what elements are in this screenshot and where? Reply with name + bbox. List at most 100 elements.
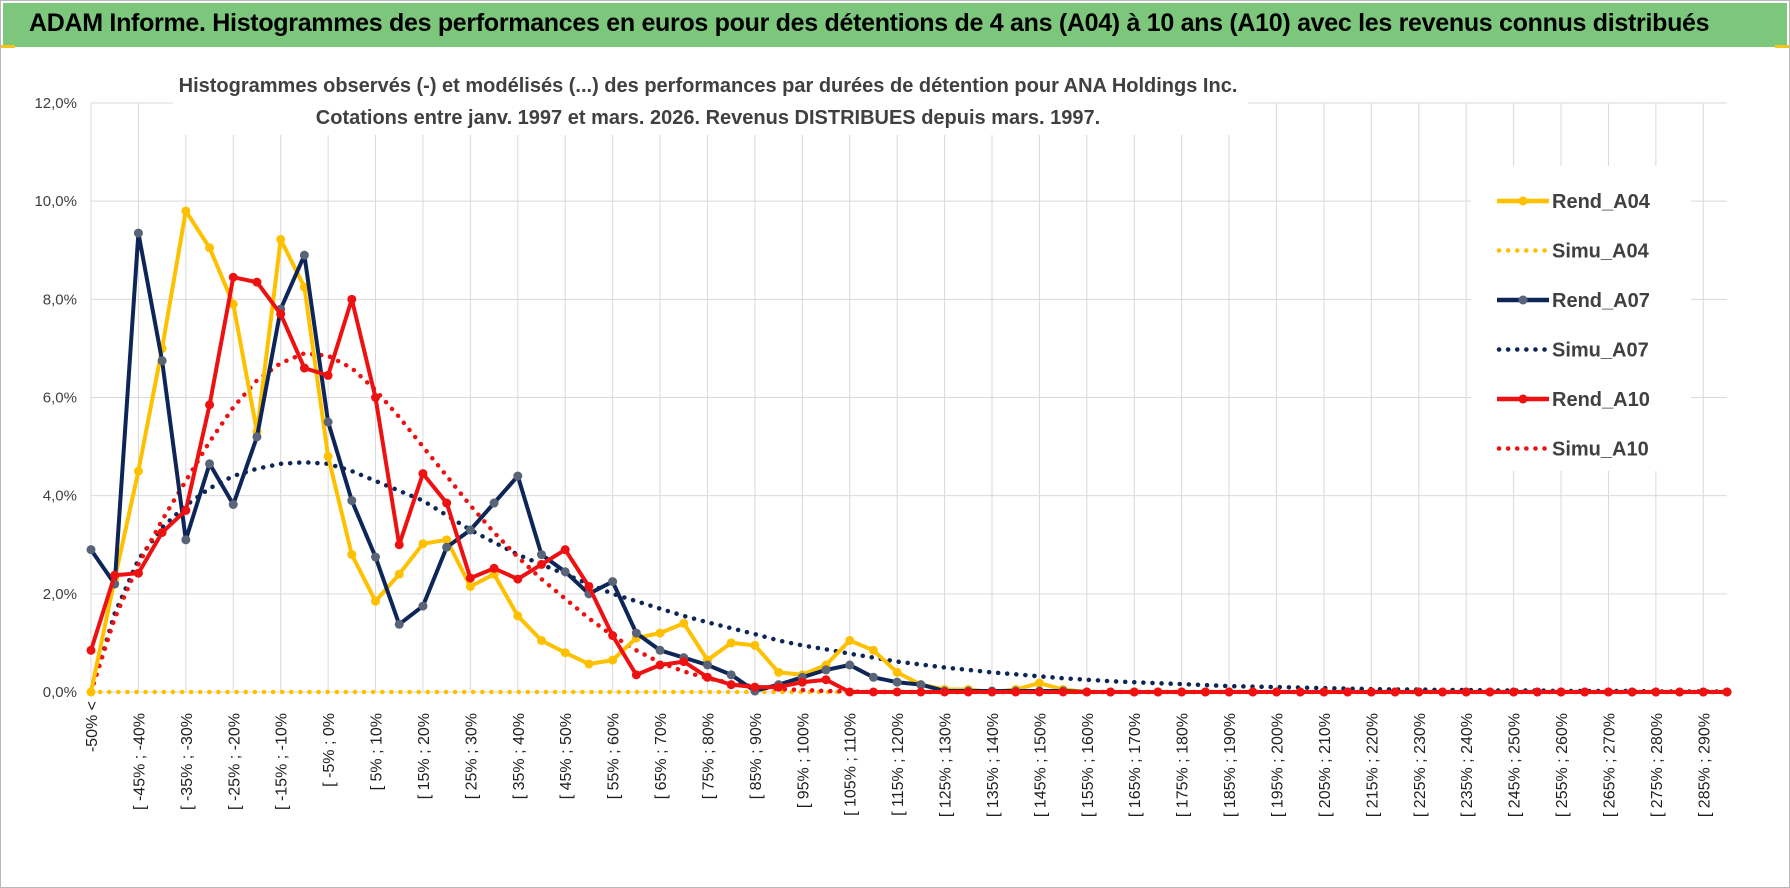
- data-point-rend-a04: [86, 687, 96, 697]
- data-point-rend-a10: [1437, 687, 1447, 697]
- x-tick-label: [ 245% ; 250%: [1507, 713, 1524, 817]
- legend-label: Rend_A10: [1552, 389, 1650, 411]
- x-tick-label: [ 215% ; 220%: [1364, 713, 1381, 817]
- data-point-rend-a10: [1343, 687, 1353, 697]
- legend-label: Simu_A04: [1552, 241, 1650, 263]
- data-point-rend-a04: [133, 466, 143, 476]
- data-point-rend-a10: [987, 687, 997, 697]
- data-point-rend-a10: [1153, 687, 1163, 697]
- data-point-rend-a10: [133, 568, 143, 578]
- data-point-rend-a10: [1390, 687, 1400, 697]
- data-point-rend-a04: [418, 539, 428, 549]
- data-point-rend-a10: [655, 660, 665, 670]
- x-tick-label: [ 95% ; 100%: [795, 713, 812, 808]
- x-tick-label: [ 285% ; 290%: [1696, 713, 1713, 817]
- data-point-rend-a10: [868, 687, 878, 697]
- x-tick-label: [ -15% ; -10%: [274, 713, 291, 810]
- y-tick-label: 8,0%: [43, 291, 77, 308]
- x-tick-label: [ 15% ; 20%: [416, 713, 433, 799]
- x-tick-label: [ 65% ; 70%: [653, 713, 670, 799]
- data-point-rend-a10: [442, 498, 452, 508]
- corner-accent-right: [1775, 45, 1789, 48]
- data-point-rend-a07: [347, 496, 357, 506]
- data-point-rend-a10: [347, 294, 357, 304]
- data-point-rend-a10: [1295, 687, 1305, 697]
- data-point-rend-a10: [1058, 687, 1068, 697]
- data-point-rend-a07: [228, 500, 238, 510]
- data-point-rend-a07: [726, 670, 736, 680]
- data-point-rend-a10: [276, 309, 286, 319]
- data-point-rend-a04: [1034, 678, 1044, 688]
- data-point-rend-a10: [371, 393, 381, 402]
- data-point-rend-a07: [371, 552, 381, 562]
- data-point-rend-a07: [655, 645, 665, 655]
- data-point-rend-a07: [916, 680, 926, 690]
- legend-item-simu-a10: Simu_A10: [1496, 439, 1649, 461]
- data-point-rend-a10: [536, 559, 546, 569]
- data-point-rend-a10: [916, 687, 926, 697]
- data-point-rend-a10: [1627, 687, 1637, 697]
- data-point-rend-a10: [845, 687, 855, 697]
- data-point-rend-a10: [489, 563, 499, 573]
- data-point-rend-a04: [181, 206, 191, 216]
- data-point-rend-a10: [1082, 687, 1092, 697]
- data-point-rend-a10: [892, 687, 902, 697]
- data-point-rend-a10: [228, 272, 238, 282]
- x-tick-label: [ 195% ; 200%: [1270, 713, 1287, 817]
- data-point-rend-a07: [513, 471, 523, 481]
- data-point-rend-a07: [181, 535, 191, 545]
- data-point-rend-a10: [1675, 687, 1685, 697]
- data-point-rend-a07: [868, 672, 878, 682]
- legend-label: Rend_A07: [1552, 290, 1650, 312]
- x-tick-label: [ 185% ; 190%: [1222, 713, 1239, 817]
- data-point-rend-a07: [133, 228, 143, 238]
- legend-item-rend-a10: Rend_A10: [1497, 389, 1650, 411]
- data-point-rend-a10: [1603, 687, 1613, 697]
- data-point-rend-a07: [631, 628, 641, 638]
- data-point-rend-a10: [418, 469, 428, 479]
- series-line-rend-a10: [89, 275, 1727, 694]
- data-point-rend-a10: [394, 540, 404, 550]
- y-tick-label: 12,0%: [34, 95, 77, 112]
- data-point-rend-a10: [323, 370, 333, 380]
- y-tick-label: 0,0%: [43, 684, 77, 701]
- x-tick-label: [ 75% ; 80%: [700, 713, 717, 799]
- legend-bg: [1471, 166, 1691, 471]
- legend-item-simu-a04: Simu_A04: [1496, 241, 1650, 263]
- data-point-rend-a04: [868, 645, 878, 655]
- data-point-rend-a10: [560, 545, 570, 555]
- data-point-rend-a10: [1011, 687, 1021, 697]
- data-point-rend-a10: [110, 570, 120, 580]
- data-point-rend-a07: [702, 660, 712, 670]
- data-point-rend-a10: [1698, 687, 1708, 697]
- data-point-rend-a10: [679, 657, 689, 667]
- data-point-rend-a07: [442, 542, 452, 552]
- data-point-rend-a04: [560, 648, 570, 658]
- data-point-rend-a04: [536, 635, 546, 645]
- data-point-rend-a07: [845, 660, 855, 670]
- data-point-rend-a07: [299, 250, 309, 260]
- data-point-rend-a10: [608, 631, 618, 641]
- data-point-rend-a04: [726, 638, 736, 648]
- data-point-rend-a04: [442, 535, 452, 545]
- x-tick-label: [ 205% ; 210%: [1317, 713, 1334, 817]
- data-point-rend-a10: [1414, 687, 1424, 697]
- x-tick-label: [ 85% ; 90%: [748, 713, 765, 799]
- data-point-rend-a10: [726, 680, 736, 690]
- x-tick-label: [ 105% ; 110%: [843, 713, 860, 816]
- data-point-rend-a10: [1366, 687, 1376, 697]
- x-tick-label: [ 155% ; 160%: [1080, 713, 1097, 817]
- x-tick-label: [ 275% ; 280%: [1649, 713, 1666, 817]
- chart-title-bg: [173, 71, 1248, 135]
- x-tick-label: [ -5% ; 0%: [321, 713, 338, 787]
- x-tick-label: [ 135% ; 140%: [985, 713, 1002, 817]
- chart-subtitle: Cotations entre janv. 1997 et mars. 2026…: [316, 107, 1100, 129]
- data-point-rend-a10: [1224, 687, 1234, 697]
- data-point-rend-a10: [1532, 687, 1542, 697]
- data-point-rend-a10: [86, 645, 96, 655]
- data-point-rend-a10: [1651, 687, 1661, 697]
- data-point-rend-a10: [252, 277, 262, 287]
- data-point-rend-a07: [205, 459, 215, 469]
- data-point-rend-a10: [157, 527, 167, 537]
- data-point-rend-a04: [276, 234, 286, 244]
